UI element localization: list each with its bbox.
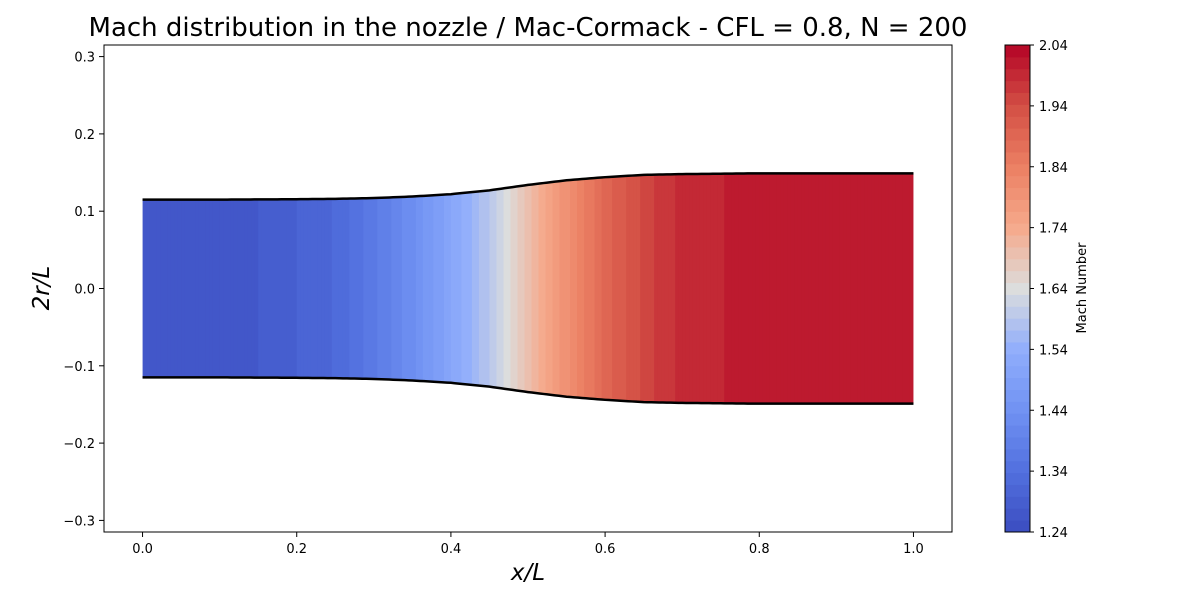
x-tick-label: 1.0 xyxy=(903,542,924,557)
y-axis-ticks: 0.3 0.2 0.1 0.0 −0.1 −0.2 −0.3 xyxy=(63,51,104,530)
colorbar-band xyxy=(1005,449,1030,461)
colorbar-band xyxy=(1005,57,1030,69)
colorbar-band xyxy=(1005,342,1030,354)
y-tick-label: −0.3 xyxy=(63,514,95,529)
x-tick-label: 0.4 xyxy=(441,542,462,557)
colorbar-band xyxy=(1005,188,1030,200)
y-tick-label: 0.3 xyxy=(74,51,95,66)
colorbar-bands xyxy=(1005,45,1030,533)
plot-area: 0.0 0.2 0.4 0.6 0.8 1.0 0.3 0.2 0.1 0.0 −0.1 −0.2 −… xyxy=(63,45,952,557)
x-tick-label: 0.2 xyxy=(286,542,307,557)
colorbar-band xyxy=(1005,354,1030,366)
colorbar-band xyxy=(1005,259,1030,271)
mach-field xyxy=(143,165,915,412)
colorbar-band xyxy=(1005,366,1030,378)
colorbar-band xyxy=(1005,413,1030,425)
colorbar-band xyxy=(1005,389,1030,401)
x-tick-label: 0.0 xyxy=(132,542,153,557)
colorbar-band xyxy=(1005,378,1030,390)
colorbar-tick-label: 1.84 xyxy=(1039,161,1068,176)
colorbar-band xyxy=(1005,93,1030,105)
x-tick-label: 0.6 xyxy=(595,542,616,557)
colorbar-band xyxy=(1005,425,1030,437)
x-axis-ticks: 0.0 0.2 0.4 0.6 0.8 1.0 xyxy=(132,532,924,557)
colorbar-band xyxy=(1005,45,1030,57)
colorbar-band xyxy=(1005,271,1030,283)
colorbar-band xyxy=(1005,104,1030,116)
colorbar-tick-label: 1.34 xyxy=(1039,465,1068,480)
colorbar-tick-label: 1.44 xyxy=(1039,404,1068,419)
colorbar-band xyxy=(1005,199,1030,211)
chart-title: Mach distribution in the nozzle / Mac-Co… xyxy=(89,13,968,43)
colorbar: 2.04 1.94 1.84 1.74 1.64 1.54 1.44 1.34 1.24 Mac… xyxy=(1005,39,1090,541)
colorbar-band xyxy=(1005,508,1030,520)
colorbar-tick-label: 1.24 xyxy=(1039,526,1068,541)
colorbar-band xyxy=(1005,496,1030,508)
colorbar-tick-label: 1.74 xyxy=(1039,222,1068,237)
colorbar-band xyxy=(1005,247,1030,259)
colorbar-band xyxy=(1005,211,1030,223)
colorbar-band xyxy=(1005,294,1030,306)
colorbar-band xyxy=(1005,235,1030,247)
y-tick-label: −0.2 xyxy=(63,437,95,452)
colorbar-band xyxy=(1005,473,1030,485)
colorbar-band xyxy=(1005,520,1030,532)
colorbar-tick-label: 2.04 xyxy=(1039,39,1068,54)
colorbar-ticks: 2.04 1.94 1.84 1.74 1.64 1.54 1.44 1.34 1.24 xyxy=(1030,39,1068,541)
colorbar-band xyxy=(1005,164,1030,176)
colorbar-band xyxy=(1005,484,1030,496)
y-tick-label: 0.0 xyxy=(74,283,95,298)
colorbar-band xyxy=(1005,152,1030,164)
colorbar-band xyxy=(1005,401,1030,413)
mach-band xyxy=(910,165,914,412)
colorbar-band xyxy=(1005,318,1030,330)
colorbar-band xyxy=(1005,437,1030,449)
colorbar-band xyxy=(1005,69,1030,81)
colorbar-band xyxy=(1005,116,1030,128)
colorbar-band xyxy=(1005,461,1030,473)
colorbar-tick-label: 1.54 xyxy=(1039,343,1068,358)
colorbar-band xyxy=(1005,283,1030,295)
x-axis-label: x/L xyxy=(510,560,545,586)
colorbar-band xyxy=(1005,140,1030,152)
colorbar-band xyxy=(1005,176,1030,188)
y-tick-label: 0.2 xyxy=(74,128,95,143)
y-tick-label: −0.1 xyxy=(63,360,95,375)
colorbar-band xyxy=(1005,128,1030,140)
x-tick-label: 0.8 xyxy=(749,542,770,557)
y-axis-label: 2r/L xyxy=(29,266,55,311)
colorbar-band xyxy=(1005,306,1030,318)
colorbar-band xyxy=(1005,330,1030,342)
colorbar-tick-label: 1.64 xyxy=(1039,283,1068,298)
colorbar-band xyxy=(1005,223,1030,235)
y-tick-label: 0.1 xyxy=(74,205,95,220)
colorbar-tick-label: 1.94 xyxy=(1039,100,1068,115)
colorbar-label: Mach Number xyxy=(1075,242,1090,334)
colorbar-band xyxy=(1005,81,1030,93)
